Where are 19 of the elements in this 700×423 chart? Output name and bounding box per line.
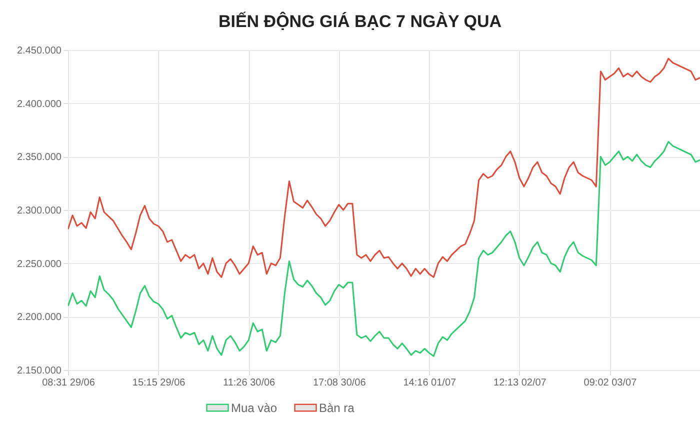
- line-series: [68, 140, 700, 357]
- y-tick-label: 2.350.000: [17, 152, 62, 164]
- y-tick-label: 2.400.000: [17, 98, 62, 110]
- y-tick-label: 2.150.000: [17, 366, 62, 376]
- y-tick-label: 2.450.000: [17, 46, 62, 56]
- y-tick-label: 2.200.000: [17, 312, 62, 324]
- legend-label: Mua vào: [231, 400, 278, 415]
- y-tick-label: 2.250.000: [17, 258, 62, 270]
- x-tick-label: 08:31 29/06: [42, 378, 96, 388]
- x-tick-label: 09:02 03/07: [584, 378, 638, 388]
- line-series: [68, 58, 700, 278]
- x-tick-label: 12:13 02/07: [494, 378, 547, 388]
- x-tick-label: 14:16 01/07: [403, 378, 456, 388]
- chart-title: BIẾN ĐỘNG GIÁ BẠC 7 NGÀY QUA: [218, 11, 502, 31]
- x-tick-label: 15:15 29/06: [132, 378, 186, 388]
- x-tick-label: 11:26 30/06: [223, 378, 276, 388]
- y-tick-label: 2.300.000: [17, 206, 62, 216]
- x-tick-label: 17:08 30/06: [312, 378, 366, 388]
- legend-label: Bàn ra: [319, 400, 355, 415]
